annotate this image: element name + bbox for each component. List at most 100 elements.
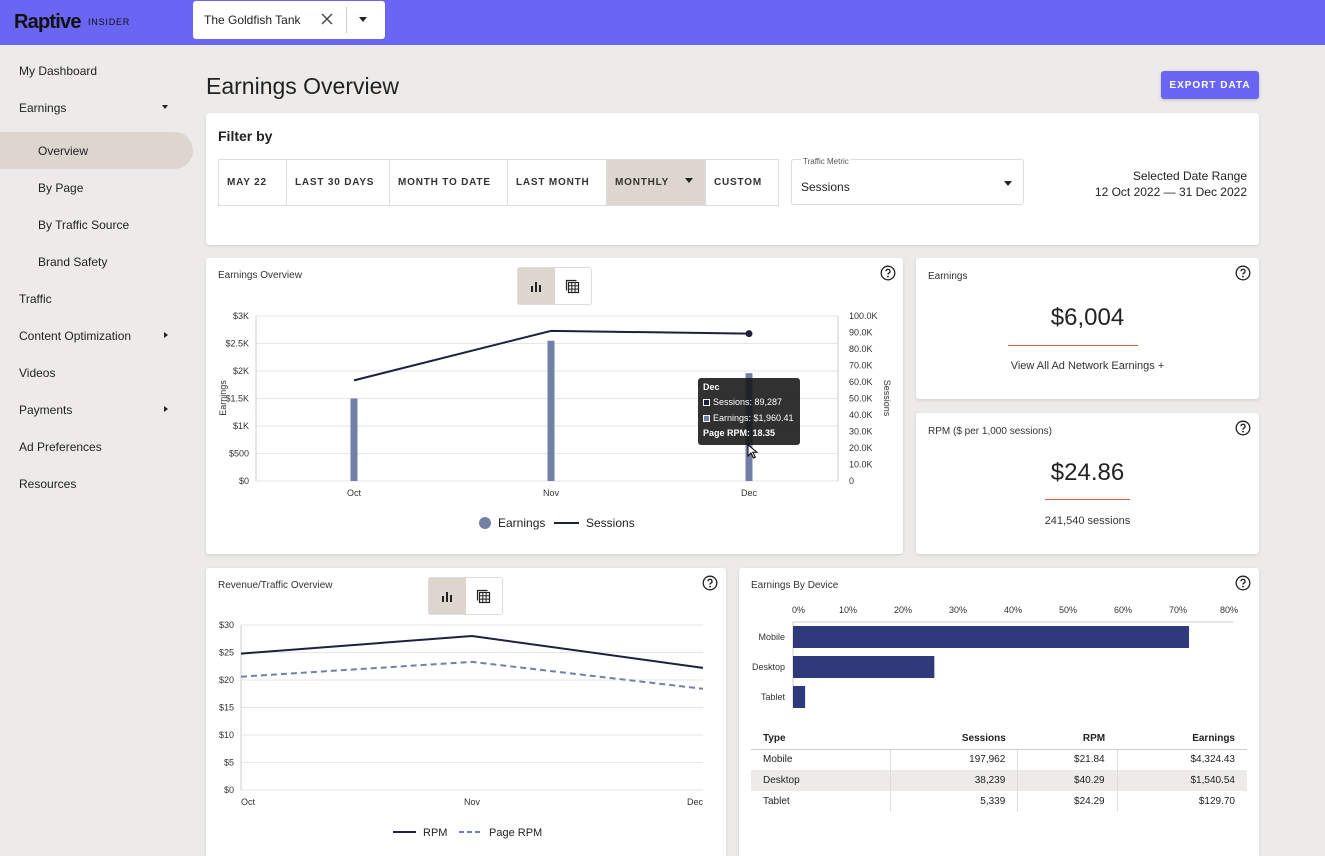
earnings-bar bbox=[350, 398, 358, 481]
y-axis-label: Earnings bbox=[218, 380, 228, 416]
legend-sessions-label: Sessions bbox=[586, 516, 635, 530]
table-header[interactable]: Sessions bbox=[890, 728, 1018, 750]
brand-sub: INSIDER bbox=[88, 17, 131, 27]
sidebar-item-by-traffic-source[interactable]: By Traffic Source bbox=[0, 206, 193, 243]
rpm-line bbox=[240, 634, 704, 669]
page-title: Earnings Overview bbox=[206, 73, 400, 99]
legend-earnings-label: Earnings bbox=[498, 516, 545, 530]
chart-view-toggle bbox=[517, 267, 592, 305]
earnings-card: Earnings $6,004 View All Ad Network Earn… bbox=[916, 258, 1259, 399]
filter-custom[interactable]: CUSTOM bbox=[705, 159, 779, 206]
sidebar-item-earnings[interactable]: Earnings bbox=[0, 89, 193, 126]
help-icon[interactable] bbox=[880, 265, 896, 281]
earnings-bar bbox=[547, 340, 555, 481]
sidebar-item-label: Videos bbox=[19, 365, 56, 380]
sessions-line bbox=[353, 329, 750, 382]
x-tick-label: 80% bbox=[1220, 605, 1238, 615]
close-icon[interactable] bbox=[319, 11, 335, 27]
device-bar bbox=[793, 626, 1189, 648]
filter-may-22[interactable]: MAY 22 bbox=[218, 159, 286, 206]
sidebar-item-my-dashboard[interactable]: My Dashboard bbox=[0, 52, 193, 89]
earnings-by-device-chart: 0% 10% 20% 30% 40% 50% 60% 70% 80% Mobile Desktop T… bbox=[752, 605, 1238, 708]
x-tick-label: 60% bbox=[1114, 605, 1132, 615]
earnings-total: $6,004 bbox=[1050, 304, 1125, 331]
y-tick-label: $2.5K bbox=[225, 339, 249, 349]
filter-last-month[interactable]: LAST MONTH bbox=[507, 159, 606, 206]
sidebar-item-label: Payments bbox=[19, 402, 73, 417]
chevron-right-icon bbox=[164, 406, 168, 412]
table-cell: Mobile bbox=[763, 754, 793, 766]
table-view-button[interactable] bbox=[466, 578, 503, 614]
device-table: Type Sessions RPM Earnings Mobile 197,96… bbox=[751, 728, 1247, 812]
site-selector[interactable]: The Goldfish Tank bbox=[193, 1, 385, 39]
earnings-overview-chart: $0 $500 $1K $1.5K $2K $2.5K $3K 0 10.0K 20.0K 30.0… bbox=[218, 311, 892, 530]
traffic-metric-value: Sessions bbox=[801, 180, 850, 194]
y-tick-label: $1K bbox=[233, 421, 249, 431]
traffic-metric-select[interactable]: Traffic Metric Sessions bbox=[791, 157, 1024, 205]
filter-monthly-label: MONTHLY bbox=[615, 177, 670, 188]
help-icon[interactable] bbox=[1235, 420, 1251, 436]
sidebar-item-label: Traffic bbox=[19, 291, 52, 306]
chevron-down-icon[interactable] bbox=[359, 17, 367, 22]
bar-chart-view-button[interactable] bbox=[429, 578, 466, 614]
y2-tick-label: 50.0K bbox=[849, 394, 873, 404]
legend-swatch bbox=[703, 414, 710, 422]
x-tick-label: 0% bbox=[792, 605, 805, 615]
sidebar-item-by-page[interactable]: By Page bbox=[0, 169, 193, 206]
y2-tick-label: 90.0K bbox=[849, 328, 873, 338]
sessions-point bbox=[745, 330, 753, 338]
filter-last-30-days[interactable]: LAST 30 DAYS bbox=[286, 159, 389, 206]
table-cell: 5,339 bbox=[889, 791, 1018, 812]
sidebar-item-label: By Traffic Source bbox=[38, 217, 130, 232]
filter-monthly[interactable]: MONTHLY bbox=[606, 159, 705, 206]
card-title: Earnings Overview bbox=[218, 270, 302, 281]
table-header[interactable]: Earnings bbox=[1117, 728, 1247, 750]
traffic-metric-label: Traffic Metric bbox=[801, 157, 851, 166]
sidebar-item-label: Resources bbox=[19, 476, 77, 491]
sidebar-item-ad-preferences[interactable]: Ad Preferences bbox=[0, 428, 193, 465]
tooltip-sessions-row: Sessions: 89,287 bbox=[703, 397, 795, 407]
sidebar-item-payments[interactable]: Payments bbox=[0, 391, 193, 428]
top-bar: Raptive INSIDER The Goldfish Tank bbox=[0, 0, 1325, 45]
sidebar-item-label: Earnings bbox=[19, 100, 67, 115]
bar-chart-view-button[interactable] bbox=[518, 268, 555, 304]
card-title: RPM ($ per 1,000 sessions) bbox=[928, 426, 1052, 437]
table-cell: $4,324.43 bbox=[1116, 749, 1247, 770]
brand-logo[interactable]: Raptive bbox=[14, 11, 81, 33]
help-icon[interactable] bbox=[1235, 575, 1251, 591]
help-icon[interactable] bbox=[702, 575, 718, 591]
table-cell: $24.29 bbox=[1017, 791, 1118, 812]
rpm-value: $24.86 bbox=[1050, 459, 1125, 486]
sidebar-item-overview[interactable]: Overview bbox=[0, 132, 193, 169]
table-header[interactable]: RPM bbox=[1017, 728, 1118, 750]
tooltip-earnings-row: Earnings: $1,960.41 bbox=[703, 413, 795, 423]
tooltip-earnings: Earnings: $1,960.41 bbox=[713, 413, 794, 423]
filter-month-to-date[interactable]: MONTH TO DATE bbox=[389, 159, 507, 206]
divider bbox=[1008, 345, 1138, 346]
rpm-card: RPM ($ per 1,000 sessions) $24.86 241,54… bbox=[916, 413, 1259, 554]
sidebar-item-brand-safety[interactable]: Brand Safety bbox=[0, 243, 193, 280]
sidebar-item-traffic[interactable]: Traffic bbox=[0, 280, 193, 317]
sidebar-item-content-optimization[interactable]: Content Optimization bbox=[0, 317, 193, 354]
export-data-button[interactable]: EXPORT DATA bbox=[1161, 71, 1259, 99]
view-all-earnings-link[interactable]: View All Ad Network Earnings + bbox=[1010, 360, 1165, 372]
y2-tick-label: 60.0K bbox=[849, 377, 873, 387]
card-title: Earnings bbox=[928, 271, 968, 282]
help-icon[interactable] bbox=[1235, 265, 1251, 281]
earnings-overview-card: Earnings Overview $0 $500 $1K $1.5K $2K $2.5K… bbox=[206, 258, 903, 554]
x-tick-label: 50% bbox=[1059, 605, 1077, 615]
table-header[interactable]: Type bbox=[751, 728, 891, 750]
divider bbox=[1045, 499, 1130, 500]
sidebar-item-videos[interactable]: Videos bbox=[0, 354, 193, 391]
table-cell: $1,540.54 bbox=[1116, 770, 1247, 791]
x-tick-label: Oct bbox=[347, 488, 362, 498]
x-tick-label: Dec bbox=[687, 797, 704, 807]
page-rpm-line bbox=[240, 660, 704, 690]
y-tick-label: $20 bbox=[219, 675, 234, 685]
x-tick-label: 10% bbox=[839, 605, 857, 615]
y-tick-label: $30 bbox=[219, 620, 234, 630]
table-view-button[interactable] bbox=[555, 268, 592, 304]
chart-view-toggle bbox=[428, 577, 503, 615]
sidebar-item-resources[interactable]: Resources bbox=[0, 465, 193, 502]
rpm-sessions: 241,540 sessions bbox=[1044, 515, 1131, 527]
